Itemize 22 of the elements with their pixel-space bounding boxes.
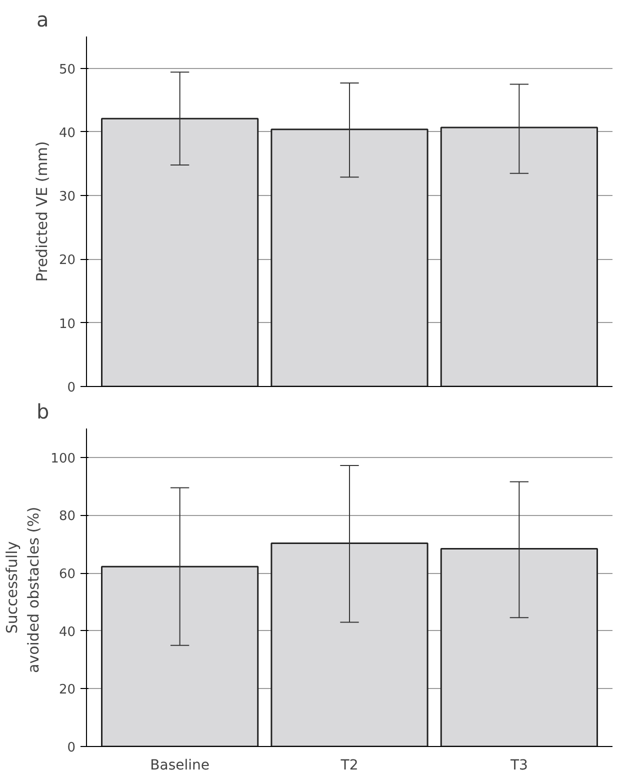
y-tick-label: 100 (50, 451, 76, 466)
y-tick-label: 0 (67, 740, 76, 756)
y-tick-label: 30 (58, 190, 76, 205)
y-tick-label: 20 (58, 253, 76, 268)
y-tick-label: 40 (58, 624, 76, 640)
x-tick-label: T2 (340, 758, 358, 774)
x-tick-label: Baseline (150, 758, 210, 774)
chart-title: b (36, 400, 50, 424)
y-axis-title: Successfully avoided obstacles (%) (3, 506, 43, 673)
y-tick-label: 0 (67, 380, 76, 396)
bar (101, 566, 259, 746)
bar (270, 542, 428, 746)
y-tick-label: 40 (58, 126, 76, 141)
y-tick-label: 20 (58, 682, 76, 698)
y-tick-label: 50 (58, 62, 76, 78)
x-tick-label: T3 (509, 758, 528, 774)
chart-title: a (36, 8, 49, 32)
y-tick-label: 80 (58, 509, 76, 524)
y-axis-title: Predicted VE (mm) (32, 141, 51, 282)
y-tick-label: 60 (58, 567, 76, 582)
y-tick-label: 10 (58, 316, 76, 332)
bar (440, 548, 598, 746)
